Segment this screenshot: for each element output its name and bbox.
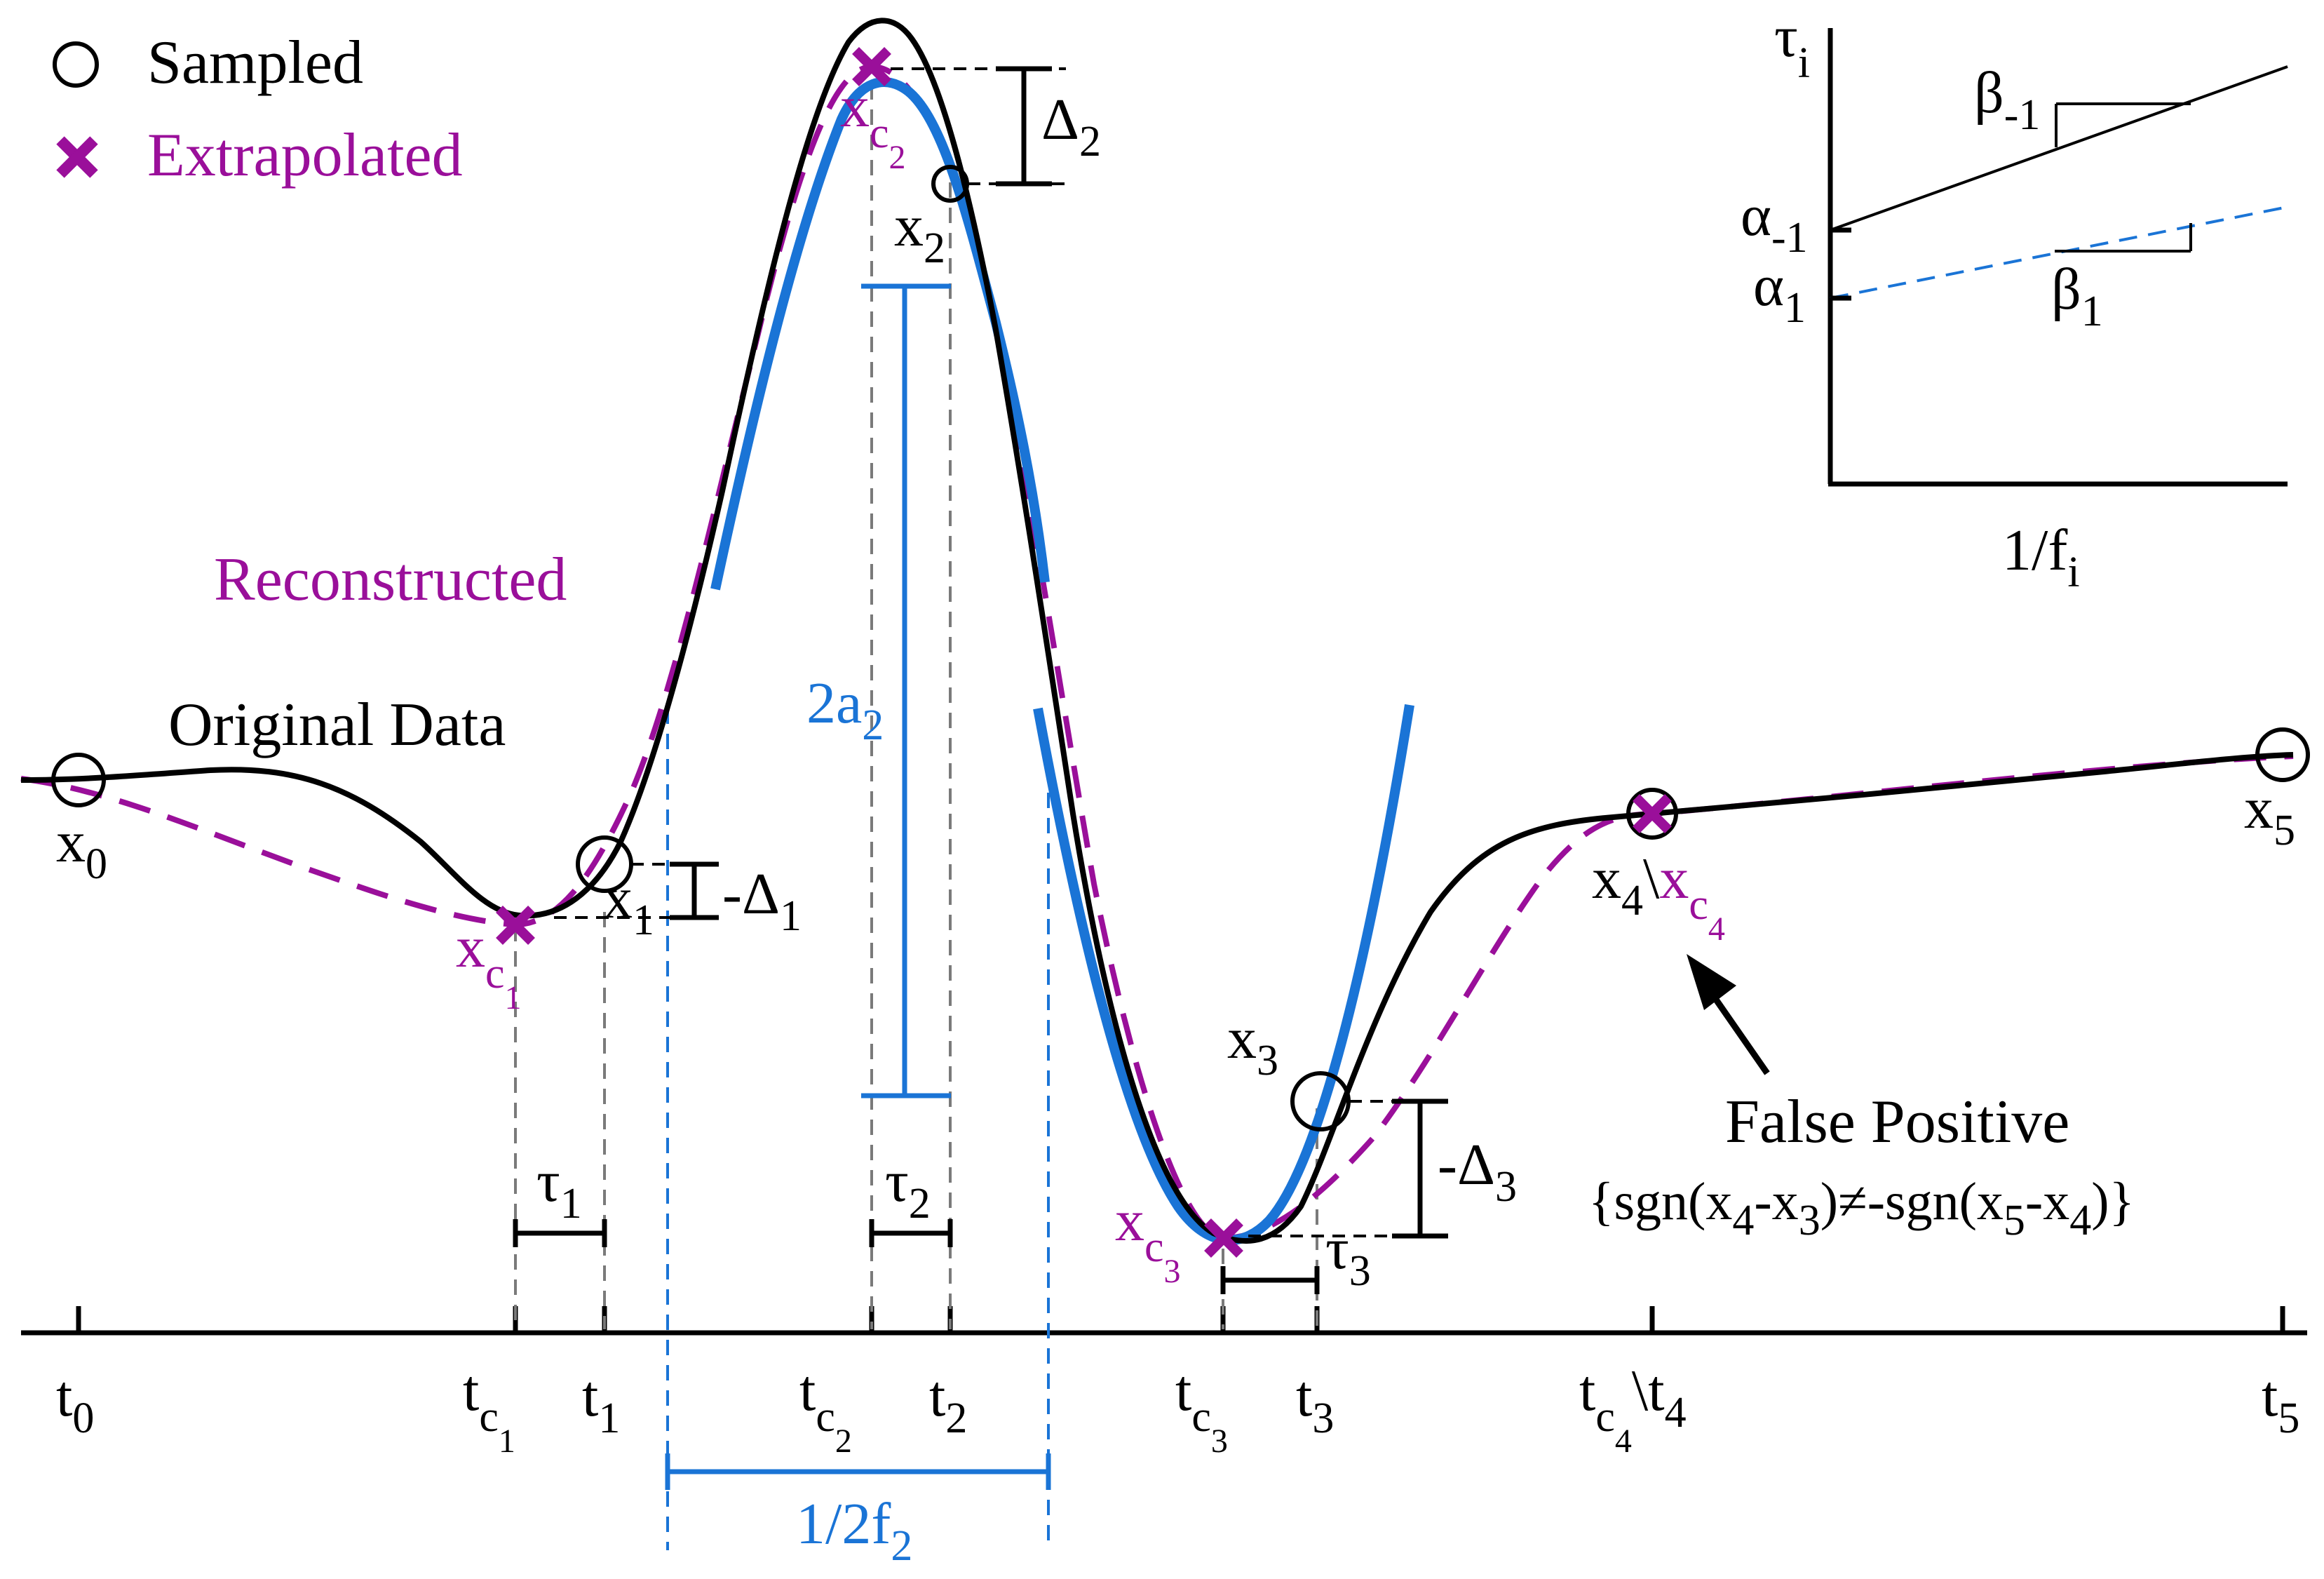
half-period-marker bbox=[665, 1453, 1051, 1490]
inset-x-label: 1/fi bbox=[2002, 518, 2080, 596]
legend-sampled-label: Sampled bbox=[147, 29, 363, 97]
tau-3 bbox=[1220, 1266, 1320, 1294]
tau-2-label: τ2 bbox=[885, 1149, 931, 1228]
guide-lines bbox=[514, 84, 1318, 1329]
svg-text:Δ2: Δ2 bbox=[1041, 87, 1101, 166]
fit-curve-2 bbox=[710, 77, 1050, 591]
label-xc3: xc3 bbox=[1115, 1188, 1181, 1290]
tau-2 bbox=[869, 1219, 953, 1247]
legend: Sampled Extrapolated bbox=[53, 29, 463, 189]
inset-y-label: τi bbox=[1774, 4, 1810, 87]
tau-1-label: τ1 bbox=[536, 1149, 582, 1228]
tick-label-t3: t3 bbox=[1296, 1364, 1334, 1442]
label-x5: x5 bbox=[2244, 776, 2295, 854]
tick-label-t2: t2 bbox=[929, 1364, 967, 1442]
label-x4-xc4: x4\xc4 bbox=[1592, 846, 1725, 948]
tick-label-tc3: tc3 bbox=[1175, 1358, 1228, 1460]
extrapolated-point-xc3 bbox=[1204, 1218, 1243, 1258]
delta-1: -Δ1 bbox=[554, 861, 802, 940]
inset-line-1 bbox=[1830, 206, 2288, 300]
tick-label-tc2: tc2 bbox=[799, 1358, 852, 1460]
inset-alpha-minus1: α-1 bbox=[1741, 183, 1808, 262]
sampled-point-x2 bbox=[931, 165, 969, 203]
inset-beta-minus1: β-1 bbox=[1974, 60, 2040, 139]
inset-beta-1: β1 bbox=[2051, 257, 2103, 335]
legend-extrapolated-label: Extrapolated bbox=[147, 121, 463, 189]
amplitude-marker bbox=[861, 283, 951, 1098]
extrapolated-marker-icon bbox=[56, 136, 98, 178]
delta-2: Δ2 bbox=[891, 66, 1101, 187]
tau-1 bbox=[513, 1219, 607, 1247]
label-xc2: xc2 bbox=[840, 74, 906, 176]
sampled-marker-icon bbox=[53, 41, 99, 88]
label-x1: x1 bbox=[603, 866, 654, 944]
inset-alpha-1: α1 bbox=[1753, 253, 1806, 332]
tick-label-tc1: tc1 bbox=[463, 1358, 515, 1460]
false-positive-condition: {sgn(x4-x3)≠-sgn(x5-x4)} bbox=[1588, 1172, 2135, 1244]
sampled-point-x5 bbox=[2255, 727, 2310, 782]
label-x0: x0 bbox=[56, 809, 107, 888]
reconstructed-curve bbox=[20, 63, 2294, 1242]
original-data-label: Original Data bbox=[168, 691, 506, 759]
extrapolated-points bbox=[496, 47, 1672, 1258]
inset-slope-triangle-minus1 bbox=[2055, 104, 2058, 147]
reconstructed-label: Reconstructed bbox=[214, 546, 567, 614]
tick-label-t5: t5 bbox=[2262, 1364, 2299, 1442]
half-period-label: 1/2f2 bbox=[796, 1491, 912, 1570]
amplitude-label: 2a2 bbox=[806, 671, 884, 749]
fit-curves bbox=[710, 77, 1414, 1246]
svg-text:-Δ1: -Δ1 bbox=[722, 861, 802, 940]
inset-plot: τi 1/fi α-1 α1 β-1 β1 bbox=[1741, 4, 2288, 596]
time-axis: t0 tc1 t1 tc2 t2 tc3 t3 tc4\t4 t5 bbox=[21, 1306, 2307, 1460]
half-period-guides bbox=[666, 708, 1050, 1550]
label-x3: x3 bbox=[1227, 1006, 1278, 1084]
false-positive-arrow bbox=[1687, 954, 1770, 1075]
tick-label-t0: t0 bbox=[56, 1364, 94, 1442]
sampled-points bbox=[51, 165, 2310, 1131]
false-positive-label: False Positive bbox=[1725, 1088, 2069, 1156]
sampled-point-x4 bbox=[1626, 788, 1678, 840]
svg-text:-Δ3: -Δ3 bbox=[1438, 1132, 1517, 1211]
label-x2: x2 bbox=[894, 194, 945, 272]
extrapolated-point-xc1 bbox=[496, 906, 535, 945]
sampled-point-x3 bbox=[1290, 1071, 1351, 1131]
label-xc1: xc1 bbox=[456, 915, 522, 1016]
sampled-point-x0 bbox=[51, 753, 106, 807]
original-data-curve bbox=[20, 18, 2294, 1244]
inset-line-minus1 bbox=[1830, 65, 2288, 231]
delta-3: -Δ3 bbox=[1248, 1098, 1517, 1239]
tick-label-tc4-t4: tc4\t4 bbox=[1579, 1358, 1687, 1460]
tick-label-t1: t1 bbox=[582, 1364, 620, 1442]
extrapolated-point-xc2 bbox=[852, 47, 891, 86]
extrapolated-point-xc4 bbox=[1633, 794, 1672, 833]
tau-3-label: τ3 bbox=[1325, 1216, 1371, 1295]
